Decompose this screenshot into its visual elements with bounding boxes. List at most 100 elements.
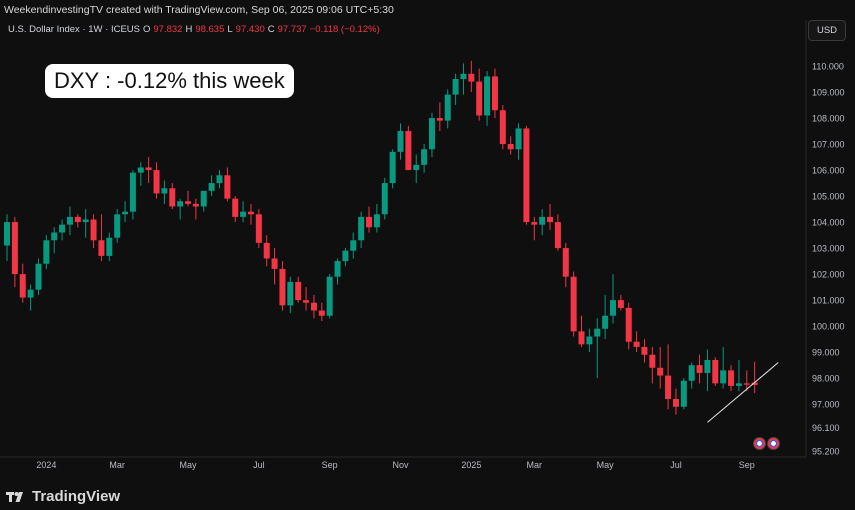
candle — [437, 102, 443, 131]
x-tick-label: 2024 — [36, 460, 56, 470]
candle — [43, 235, 49, 269]
candle — [256, 209, 262, 248]
x-tick-label: Jul — [253, 460, 265, 470]
candle — [728, 365, 734, 391]
x-tick-label: May — [180, 460, 198, 470]
candle — [523, 126, 529, 225]
candle-body — [649, 355, 655, 368]
candle-body — [272, 259, 278, 269]
candle-body — [327, 277, 333, 316]
x-tick-label: Sep — [739, 460, 755, 470]
candle — [382, 178, 388, 220]
candle — [641, 339, 647, 362]
candle — [626, 303, 632, 350]
candle — [476, 69, 482, 121]
candle — [59, 219, 65, 240]
candle-body — [20, 274, 26, 297]
candle — [169, 183, 175, 209]
candle-body — [12, 222, 18, 274]
candle-body — [130, 173, 136, 212]
candle — [264, 235, 270, 266]
candle-body — [35, 264, 41, 290]
candle — [531, 217, 537, 240]
candle-body — [209, 183, 215, 191]
candle — [468, 61, 474, 92]
candle-body — [240, 212, 246, 217]
candle-body — [689, 365, 695, 381]
candle-body — [201, 191, 207, 207]
candle — [224, 167, 230, 201]
candle — [311, 295, 317, 318]
candle — [492, 69, 498, 118]
candle-body — [476, 82, 482, 116]
candle-body — [59, 225, 65, 233]
candle — [429, 113, 435, 157]
candle-body — [248, 212, 254, 215]
candle — [114, 209, 120, 243]
candle — [453, 74, 459, 105]
candle — [555, 214, 561, 250]
candle — [232, 196, 238, 222]
candle — [374, 204, 380, 233]
candle — [185, 191, 191, 207]
candle — [295, 277, 301, 303]
attribution-bar: WeekendinvestingTV created with TradingV… — [0, 0, 855, 20]
candle — [358, 212, 364, 248]
candle — [67, 206, 73, 235]
candle-body — [665, 376, 671, 399]
candle — [122, 201, 128, 222]
candles-layer — [4, 61, 758, 415]
candle — [586, 329, 592, 352]
candle-body — [224, 175, 230, 198]
candle — [460, 63, 466, 94]
candle — [98, 214, 104, 261]
y-tick-label: 102.000 — [812, 270, 845, 280]
candle-body — [453, 79, 459, 95]
candle-body — [626, 308, 632, 342]
candle-body — [193, 204, 199, 207]
candle — [216, 170, 222, 188]
candle — [146, 157, 152, 183]
candle-body — [51, 232, 57, 240]
us-flag-icon[interactable] — [767, 437, 780, 450]
y-tick-label: 107.000 — [812, 140, 845, 150]
candle-body — [216, 175, 222, 183]
candle — [138, 162, 144, 185]
candle — [4, 214, 10, 261]
candle — [500, 105, 506, 149]
candle — [319, 303, 325, 321]
us-flag-icon[interactable] — [753, 437, 766, 450]
candle — [390, 149, 396, 188]
candle-body — [264, 243, 270, 259]
footer — [0, 478, 855, 510]
candle — [209, 175, 215, 196]
candle — [366, 206, 372, 232]
candle-body — [421, 149, 427, 165]
x-tick-label: 2025 — [461, 460, 481, 470]
candle — [539, 209, 545, 235]
candle — [248, 204, 254, 225]
y-tick-label: 110.000 — [812, 62, 844, 72]
candle — [665, 344, 671, 409]
candle-body — [303, 300, 309, 303]
candle-body — [335, 261, 341, 277]
event-flags[interactable] — [753, 437, 780, 450]
candle — [106, 232, 112, 261]
candle-body — [555, 222, 561, 248]
candle-body — [744, 383, 750, 384]
candle — [335, 259, 341, 285]
candle-body — [138, 167, 144, 172]
candle — [201, 191, 207, 212]
candle — [91, 214, 97, 248]
candle — [421, 144, 427, 173]
candle-body — [704, 360, 710, 373]
candle-body — [634, 342, 640, 347]
candle-body — [83, 219, 89, 222]
candle-body — [610, 300, 616, 316]
y-tick-label: 109.000 — [812, 88, 845, 98]
candle-body — [114, 214, 120, 237]
candle — [736, 360, 742, 391]
x-tick-label: Mar — [109, 460, 125, 470]
candle — [571, 272, 577, 337]
candle-body — [492, 76, 498, 110]
